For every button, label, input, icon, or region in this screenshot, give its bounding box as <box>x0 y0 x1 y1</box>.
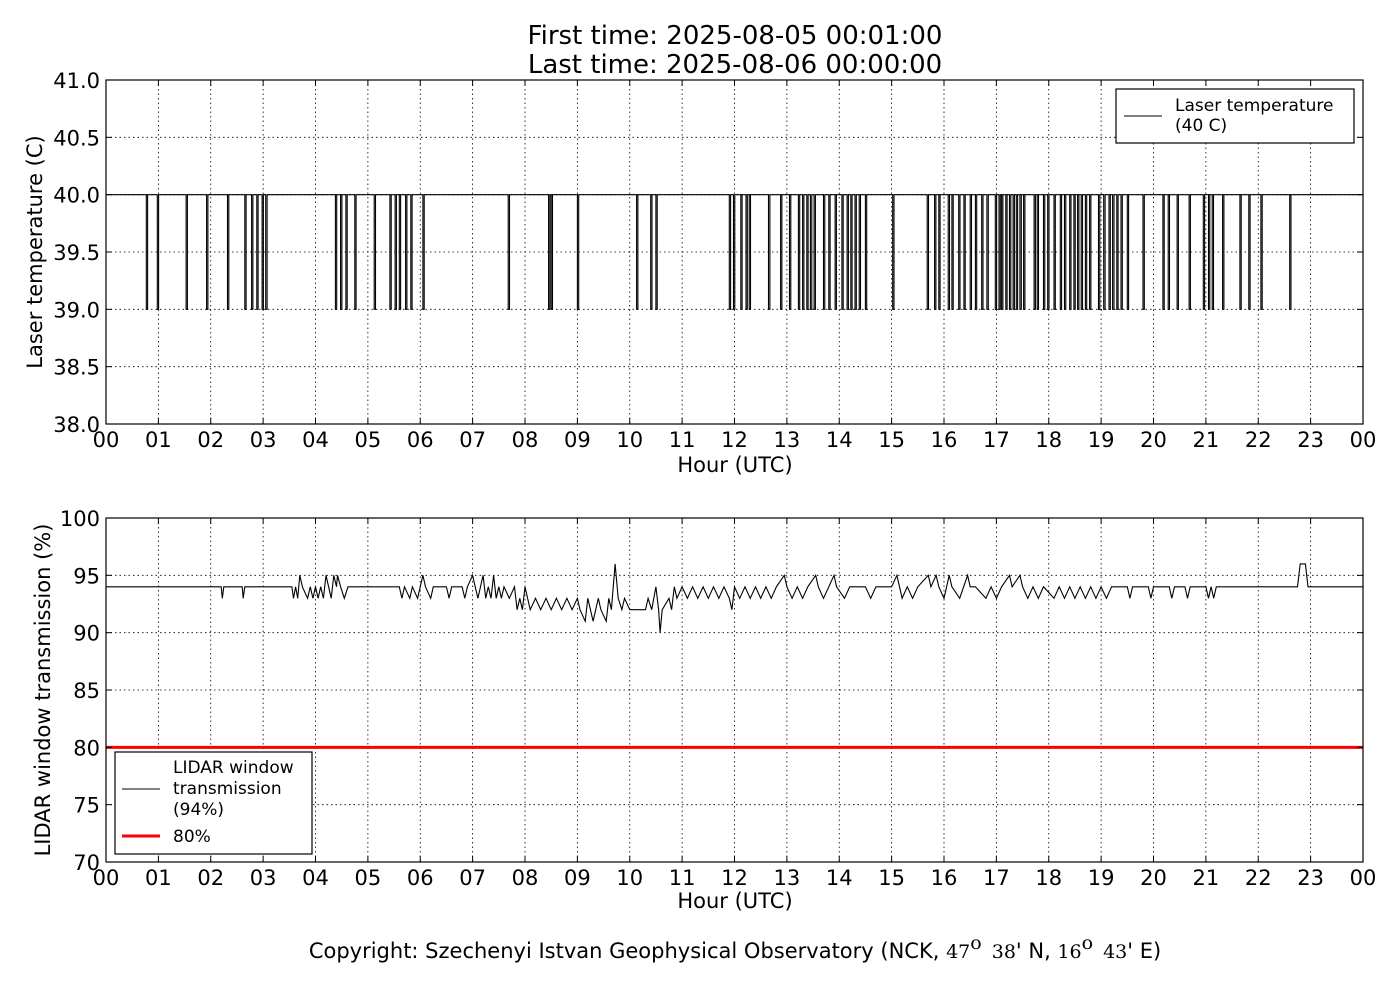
x-tick-label: 03 <box>250 428 277 452</box>
y-tick-label: 40.5 <box>53 126 100 150</box>
lidar-legend-label-threshold: 80% <box>173 827 211 847</box>
x-tick-label: 04 <box>302 866 329 890</box>
x-tick-label: 05 <box>355 866 382 890</box>
copyright-deg-sup-1: o <box>970 932 981 954</box>
x-tick-label: 16 <box>931 866 958 890</box>
lidar-x-axis-label: Hour (UTC) <box>677 889 792 913</box>
copyright-deg-sup-2: o <box>1082 932 1093 954</box>
x-tick-label: 21 <box>1193 428 1220 452</box>
x-tick-label: 14 <box>826 866 853 890</box>
x-tick-label: 18 <box>1035 428 1062 452</box>
x-tick-label: 17 <box>983 428 1010 452</box>
copyright-text: Copyright: Szechenyi Istvan Geophysical … <box>309 932 1161 963</box>
y-tick-label: 41.0 <box>53 69 100 93</box>
x-tick-label: 19 <box>1088 428 1115 452</box>
x-tick-label: 10 <box>616 866 643 890</box>
y-tick-label: 39.5 <box>53 241 100 265</box>
laser-temperature-chart: 00 01 02 03 04 05 06 07 08 09 10 11 12 13 14 15 16 17 18 19… <box>23 69 1376 477</box>
x-tick-label: 18 <box>1035 866 1062 890</box>
x-tick-label: 10 <box>616 428 643 452</box>
laser-legend-label: Laser temperature (40 C) <box>1175 96 1333 136</box>
x-tick-label: 00 <box>1350 428 1377 452</box>
x-tick-label: 06 <box>407 428 434 452</box>
x-tick-label: 17 <box>983 866 1010 890</box>
x-tick-label: 14 <box>826 428 853 452</box>
x-tick-label: 15 <box>878 866 905 890</box>
x-tick-label: 09 <box>564 428 591 452</box>
lidar-grid <box>106 518 1363 862</box>
copyright-lon-min: 43 <box>1103 941 1127 963</box>
laser-x-axis-label: Hour (UTC) <box>677 453 792 477</box>
x-tick-label: 05 <box>355 428 382 452</box>
x-tick-label: 07 <box>459 428 486 452</box>
x-tick-label: 02 <box>197 866 224 890</box>
x-tick-label: 13 <box>774 866 801 890</box>
laser-series <box>106 194 1363 310</box>
x-tick-label: 15 <box>878 428 905 452</box>
x-tick-label: 08 <box>512 428 539 452</box>
y-tick-label: 100 <box>60 507 100 531</box>
x-tick-label: 11 <box>669 428 696 452</box>
laser-legend: Laser temperature (40 C) <box>1115 88 1355 144</box>
copyright-lon-deg: 16 <box>1057 941 1081 963</box>
y-tick-label: 80 <box>73 736 100 760</box>
copyright-lat-tail: ' N, <box>1016 939 1058 963</box>
x-tick-label: 00 <box>93 866 120 890</box>
lidar-ticks: 00 01 02 03 04 05 06 07 08 09 10 11 12 13 14 15 16 17 18 19… <box>60 507 1376 890</box>
x-tick-label: 22 <box>1245 866 1272 890</box>
copyright-lat-min: 38 <box>992 941 1016 963</box>
x-tick-label: 16 <box>931 428 958 452</box>
x-tick-label: 03 <box>250 866 277 890</box>
title-line-1: First time: 2025-08-05 00:01:00 <box>528 21 943 51</box>
x-tick-label: 04 <box>302 428 329 452</box>
x-tick-label: 01 <box>145 428 172 452</box>
x-tick-label: 11 <box>669 866 696 890</box>
x-tick-label: 09 <box>564 866 591 890</box>
copyright-lat-deg: 47 <box>946 941 970 963</box>
series-line <box>106 563 1363 633</box>
y-tick-label: 38.0 <box>53 413 100 437</box>
y-tick-label: 40.0 <box>53 184 100 208</box>
x-tick-label: 23 <box>1297 428 1324 452</box>
y-tick-label: 38.5 <box>53 356 100 380</box>
lidar-legend-label-transmission: LIDAR window transmission (94%) <box>173 758 294 820</box>
x-tick-label: 20 <box>1140 866 1167 890</box>
x-tick-label: 01 <box>145 866 172 890</box>
x-tick-label: 00 <box>93 428 120 452</box>
series-line <box>106 194 1363 310</box>
x-tick-label: 13 <box>774 428 801 452</box>
figure-title: First time: 2025-08-05 00:01:00 Last tim… <box>528 21 943 80</box>
lidar-transmission-chart: 00 01 02 03 04 05 06 07 08 09 10 11 12 13 14 15 16 17 18 19… <box>31 507 1376 913</box>
x-tick-label: 02 <box>197 428 224 452</box>
x-tick-label: 21 <box>1193 866 1220 890</box>
x-tick-label: 06 <box>407 866 434 890</box>
copyright-lon-tail: ' E) <box>1127 939 1161 963</box>
y-tick-label: 95 <box>73 564 100 588</box>
y-tick-label: 90 <box>73 622 100 646</box>
laser-ticks: 00 01 02 03 04 05 06 07 08 09 10 11 12 13 14 15 16 17 18 19… <box>53 69 1376 452</box>
x-tick-label: 22 <box>1245 428 1272 452</box>
lidar-legend: LIDAR window transmission (94%) 80% <box>114 751 313 855</box>
x-tick-label: 12 <box>721 428 748 452</box>
y-tick-label: 39.0 <box>53 298 100 322</box>
lidar-y-axis-label: LIDAR window transmission (%) <box>31 524 55 857</box>
x-tick-label: 08 <box>512 866 539 890</box>
x-tick-label: 07 <box>459 866 486 890</box>
y-tick-label: 75 <box>73 794 100 818</box>
x-tick-label: 00 <box>1350 866 1377 890</box>
y-tick-label: 70 <box>73 851 100 875</box>
y-tick-label: 85 <box>73 679 100 703</box>
lidar-series <box>106 563 1363 749</box>
x-tick-label: 19 <box>1088 866 1115 890</box>
copyright-prefix: Copyright: Szechenyi Istvan Geophysical … <box>309 939 946 963</box>
title-line-2: Last time: 2025-08-06 00:00:00 <box>528 50 942 80</box>
x-tick-label: 12 <box>721 866 748 890</box>
laser-y-axis-label: Laser temperature (C) <box>23 135 47 368</box>
x-tick-label: 20 <box>1140 428 1167 452</box>
x-tick-label: 23 <box>1297 866 1324 890</box>
